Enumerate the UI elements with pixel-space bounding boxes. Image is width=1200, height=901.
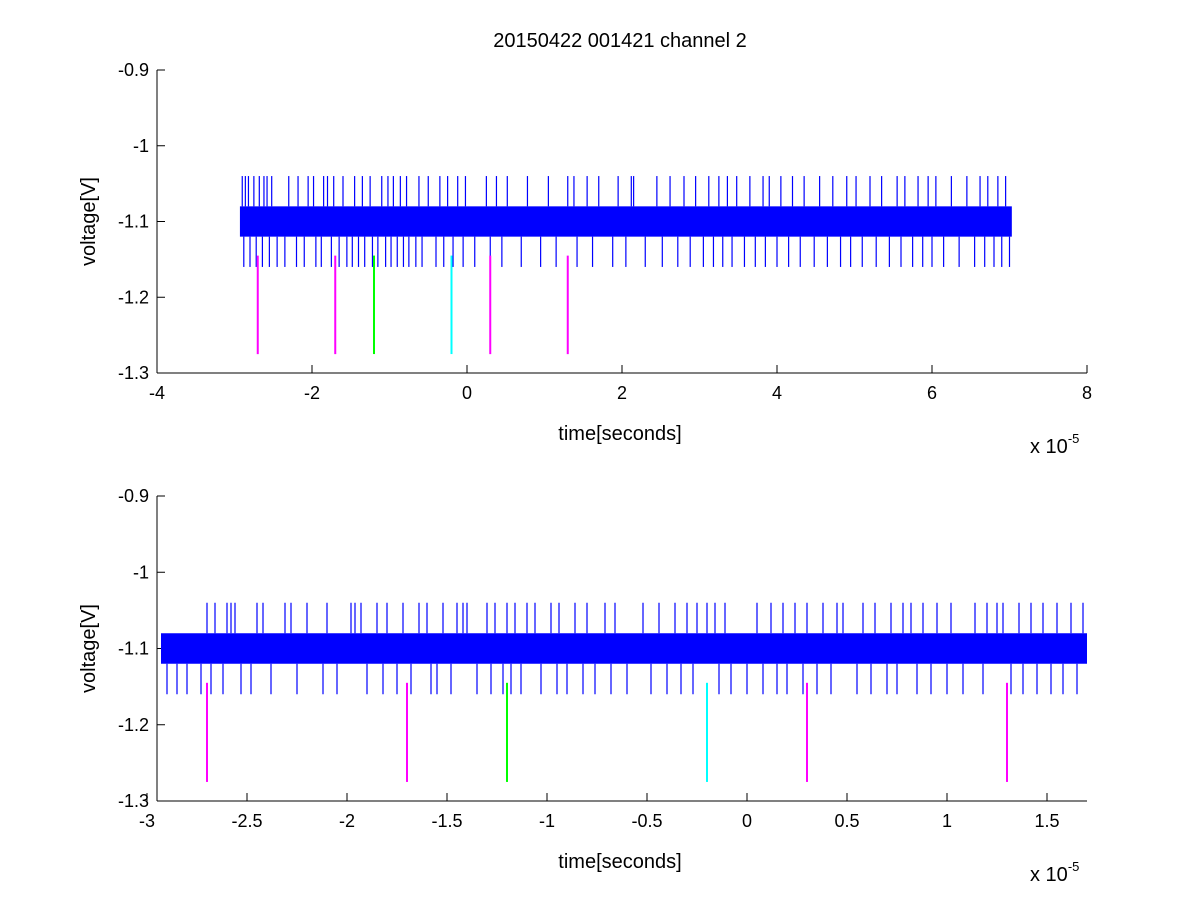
x-axis-label: time[seconds] xyxy=(558,423,681,445)
signal-band xyxy=(161,633,1087,664)
x-axis-label: time[seconds] xyxy=(558,851,681,873)
x-tick-label: -1 xyxy=(539,811,555,831)
y-tick-label: -1.1 xyxy=(118,639,149,659)
x-tick-label: -0.5 xyxy=(631,811,662,831)
x-tick-label: 0.5 xyxy=(834,811,859,831)
x-tick-label: -1.5 xyxy=(431,811,462,831)
x-tick-label: -3 xyxy=(139,811,155,831)
x-tick-label: 1.5 xyxy=(1034,811,1059,831)
y-tick-label: -0.9 xyxy=(118,60,149,80)
y-tick-label: -1 xyxy=(133,136,149,156)
x-tick-label: 1 xyxy=(942,811,952,831)
x-multiplier-exponent: -5 xyxy=(1068,431,1080,446)
x-multiplier-exponent: -5 xyxy=(1068,859,1080,874)
x-tick-label: 4 xyxy=(772,383,782,403)
x-tick-label: 8 xyxy=(1082,383,1092,403)
y-tick-label: -1.2 xyxy=(118,287,149,307)
figure-title: 20150422 001421 channel 2 xyxy=(493,30,747,52)
y-tick-label: -1.3 xyxy=(118,791,149,811)
x-tick-label: -2 xyxy=(304,383,320,403)
x-tick-label: 2 xyxy=(617,383,627,403)
x-multiplier-label: x 10-5 xyxy=(1030,431,1079,458)
y-tick-label: -1.2 xyxy=(118,715,149,735)
bottom-subplot: -3 -2.5 -2 -1.5 -1 -0.5 0 0.5 1 1.5 -1.3 -1.2 -1.1 -1… xyxy=(78,486,1087,886)
signal-band xyxy=(239,206,1012,237)
top-subplot: -4 -2 0 2 4 6 8 -1.3 -1.2 -1.1 -1 -0.9 time[seconds]… xyxy=(78,60,1092,458)
x-tick-label: 0 xyxy=(462,383,472,403)
y-tick-label: -1.3 xyxy=(118,363,149,383)
x-tick-label: -2 xyxy=(339,811,355,831)
x-multiplier-base: x 10 xyxy=(1030,864,1068,886)
x-tick-label: -2.5 xyxy=(231,811,262,831)
x-tick-label: 6 xyxy=(927,383,937,403)
x-multiplier-base: x 10 xyxy=(1030,436,1068,458)
x-tick-label: 0 xyxy=(742,811,752,831)
y-tick-label: -1.1 xyxy=(118,212,149,232)
y-axis-label: voltage[V] xyxy=(78,177,100,266)
y-tick-label: -1 xyxy=(133,562,149,582)
y-axis-label: voltage[V] xyxy=(78,604,100,693)
y-tick-label: -0.9 xyxy=(118,486,149,506)
x-multiplier-label: x 10-5 xyxy=(1030,859,1079,886)
x-tick-label: -4 xyxy=(149,383,165,403)
